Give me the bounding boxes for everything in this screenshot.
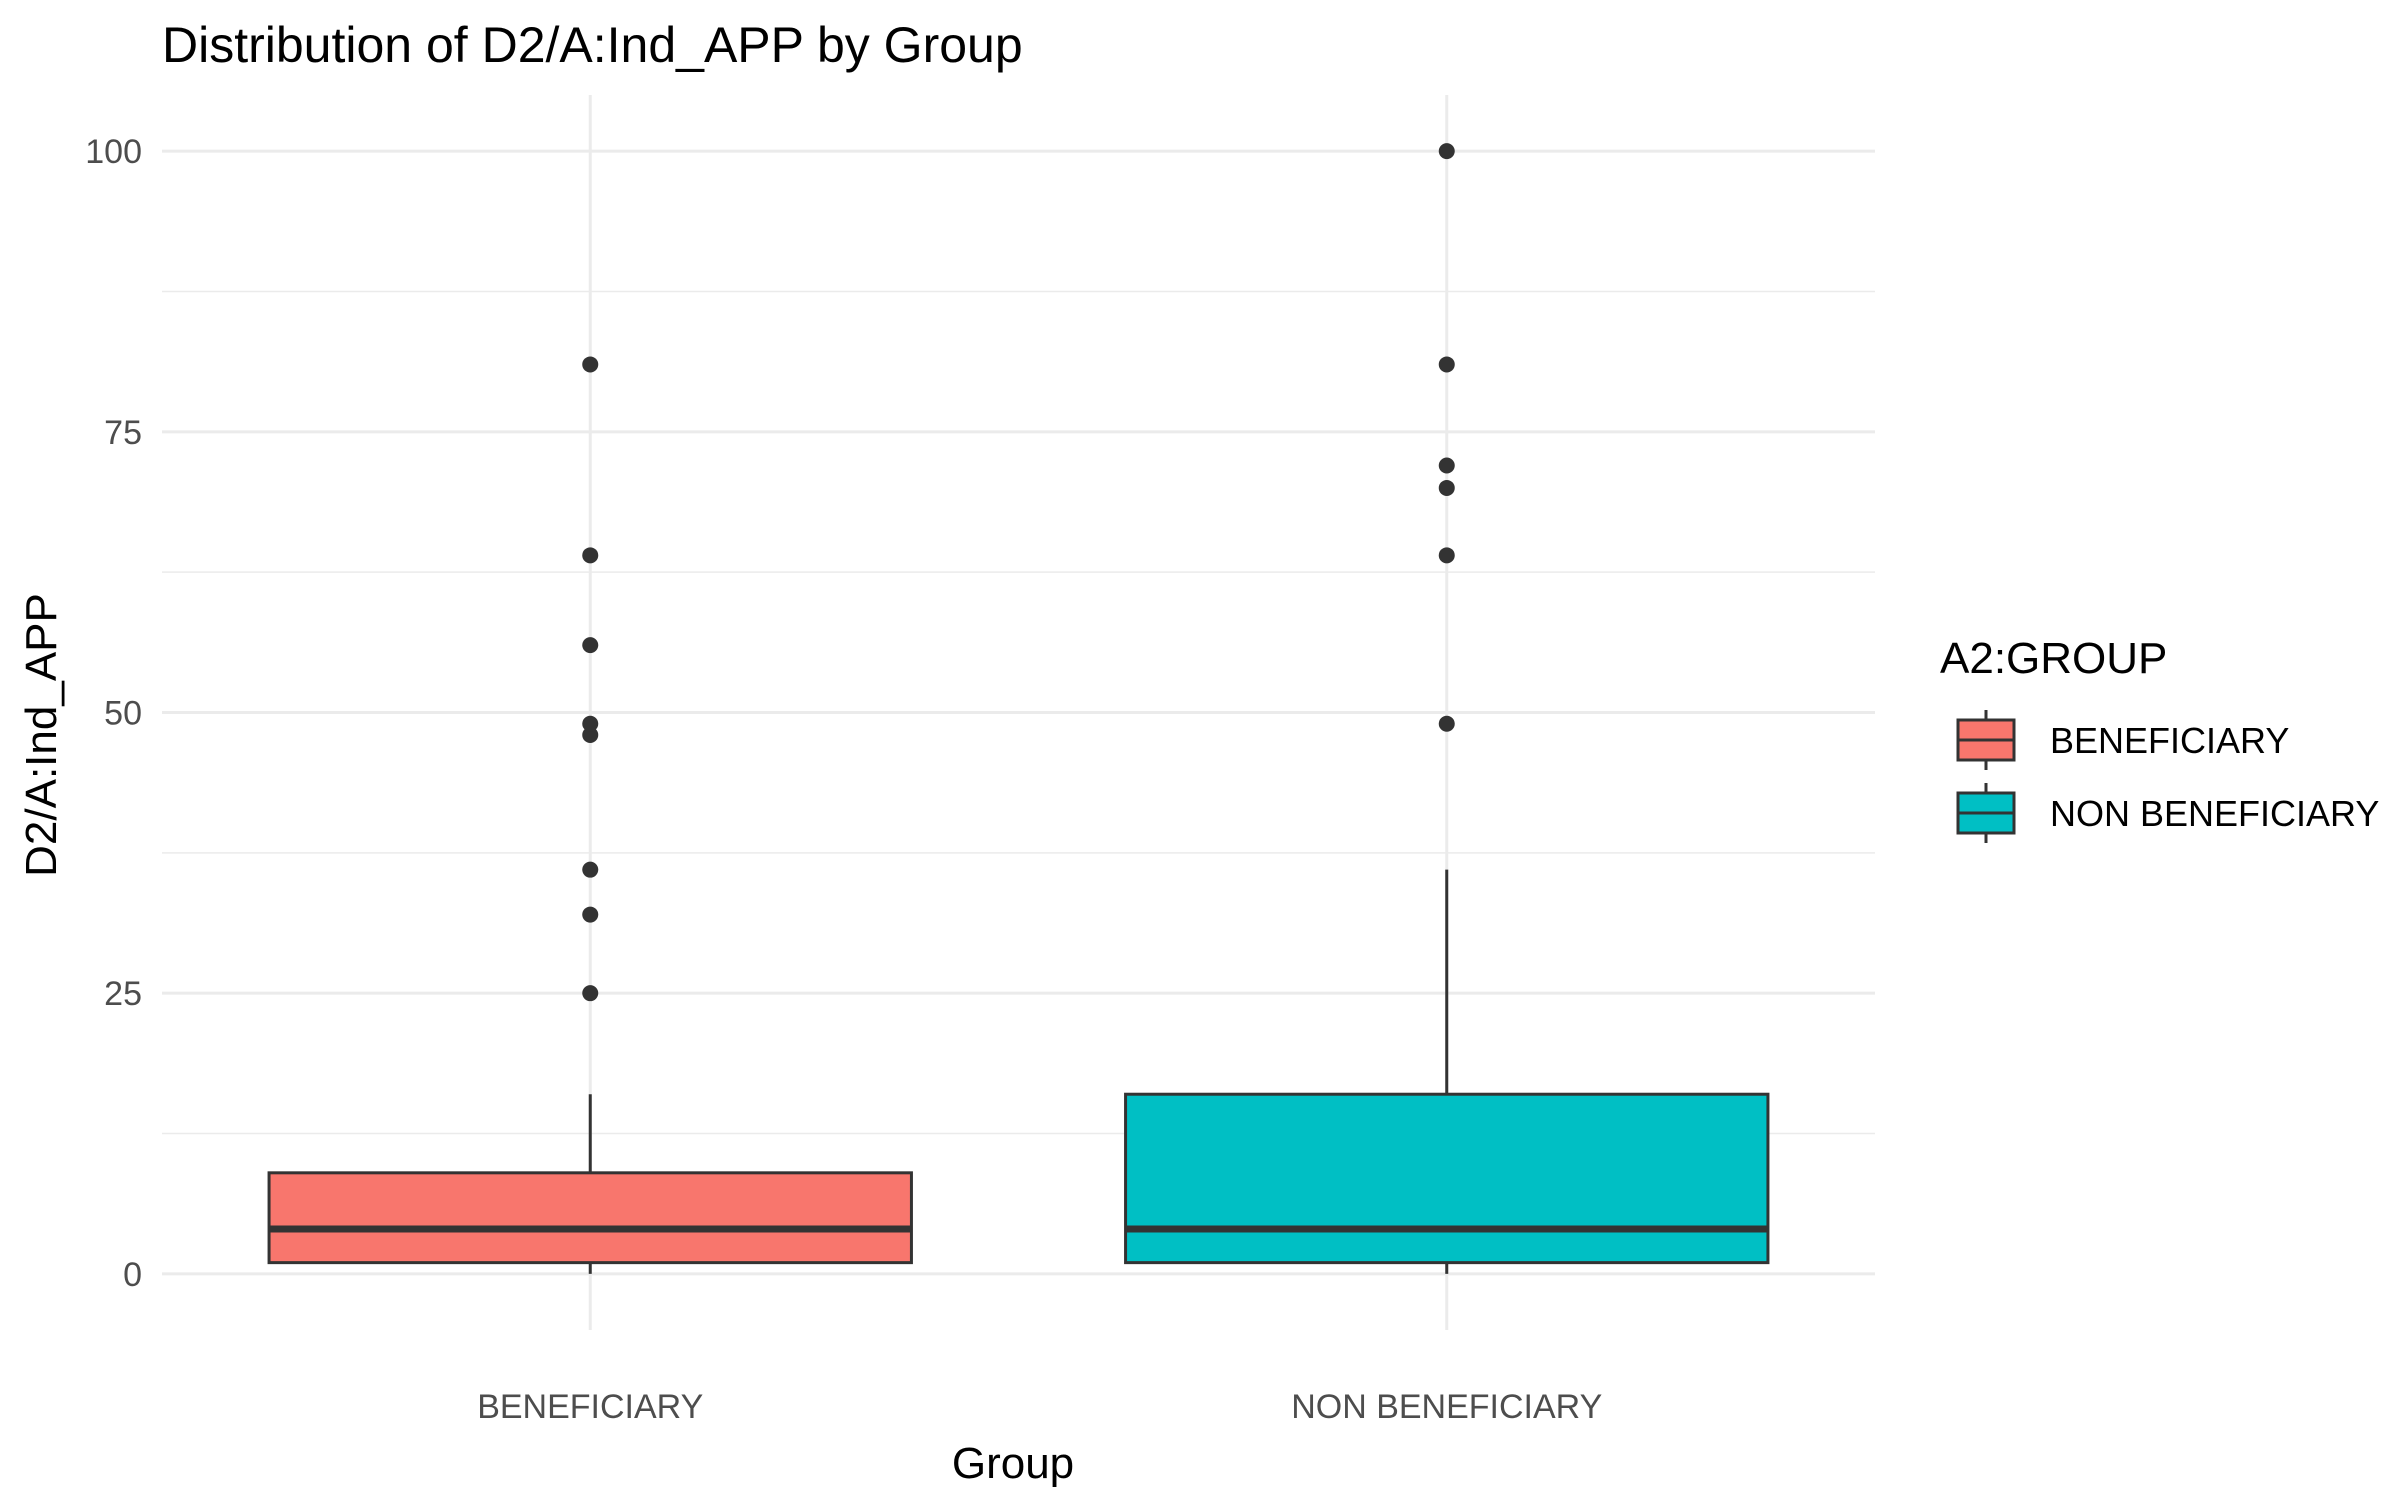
- box: [1124, 1092, 1770, 1265]
- box: [267, 1171, 913, 1265]
- box-group: [1124, 143, 1770, 1274]
- legend-entry: BENEFICIARY: [1956, 710, 2289, 770]
- outlier-point: [582, 861, 599, 878]
- outlier-point: [582, 715, 599, 732]
- outlier-point: [582, 356, 599, 373]
- outlier-point: [1438, 356, 1455, 373]
- outlier-point: [1438, 715, 1455, 732]
- outlier-point: [582, 547, 599, 564]
- chart-title: Distribution of D2/A:Ind_APP by Group: [162, 17, 1023, 73]
- x-tick-label: BENEFICIARY: [477, 1388, 703, 1426]
- legend-label: BENEFICIARY: [2050, 720, 2289, 761]
- y-axis-title: D2/A:Ind_APP: [17, 593, 66, 877]
- outlier-point: [582, 637, 599, 654]
- legend-entry: NON BENEFICIARY: [1956, 783, 2379, 843]
- y-tick-label: 50: [104, 695, 142, 733]
- y-tick-label: 25: [104, 975, 142, 1013]
- y-tick-label: 0: [123, 1256, 142, 1294]
- y-tick-label: 100: [85, 133, 142, 171]
- outlier-point: [582, 906, 599, 923]
- outlier-point: [1438, 547, 1455, 564]
- legend: A2:GROUP BENEFICIARY NON BENEFICIARY: [1940, 634, 2379, 843]
- outlier-point: [1438, 479, 1455, 496]
- y-tick-label: 75: [104, 414, 142, 452]
- legend-label: NON BENEFICIARY: [2050, 793, 2379, 834]
- outlier-point: [1438, 143, 1455, 160]
- outlier-point: [582, 726, 599, 743]
- y-axis-ticks: 0 25 50 75 100: [85, 133, 142, 1294]
- x-axis-title: Group: [952, 1439, 1074, 1488]
- outlier-point: [582, 985, 599, 1002]
- box-group: [267, 356, 913, 1274]
- boxes-layer: [267, 143, 1770, 1274]
- x-axis-ticks: BENEFICIARY NON BENEFICIARY: [477, 1388, 1602, 1426]
- x-tick-label: NON BENEFICIARY: [1291, 1388, 1602, 1426]
- outlier-point: [1438, 457, 1455, 474]
- legend-title: A2:GROUP: [1940, 634, 2167, 683]
